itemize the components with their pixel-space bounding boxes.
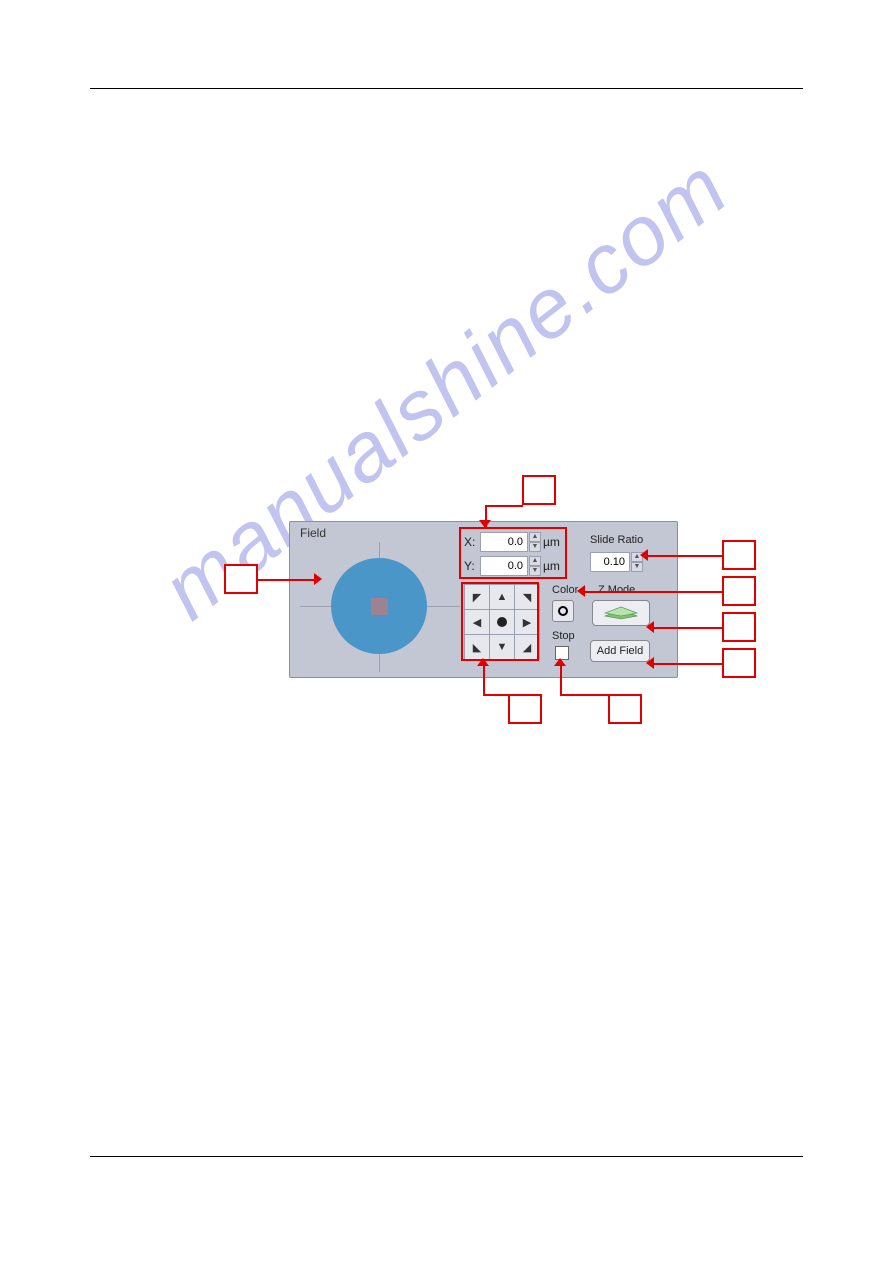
blue-link-placeholder <box>320 284 470 298</box>
add-field-label: Add Field <box>597 645 643 657</box>
zmode-label: Z Mode <box>598 584 635 596</box>
hl-arrowpad <box>461 582 539 661</box>
arrow-b2-head <box>554 658 566 666</box>
callout-r1 <box>722 540 756 570</box>
arrow-b1-v <box>483 663 485 694</box>
arrow-top-h <box>485 505 523 507</box>
add-field-button[interactable]: Add Field <box>590 640 650 662</box>
page-rule-top <box>90 88 803 89</box>
slide-ratio-label: Slide Ratio <box>590 534 643 546</box>
callout-b2 <box>608 694 642 724</box>
slide-ratio-down[interactable]: ▼ <box>631 562 643 572</box>
stop-label: Stop <box>552 630 575 642</box>
callout-r4 <box>722 648 756 678</box>
arrow-left-head <box>314 573 322 585</box>
arrow-r4-h <box>652 663 722 665</box>
zmode-button[interactable] <box>592 600 650 626</box>
callout-r2 <box>722 576 756 606</box>
slide-ratio-group: ▲ ▼ <box>590 552 643 572</box>
callout-left <box>224 564 258 594</box>
callout-top <box>522 475 556 505</box>
radar-area[interactable] <box>300 542 460 672</box>
arrow-r3-head <box>646 621 654 633</box>
color-button[interactable] <box>552 600 574 622</box>
arrow-r2-head <box>577 585 585 597</box>
arrow-r1-head <box>640 549 648 561</box>
color-label: Color <box>552 584 578 596</box>
arrow-r4-head <box>646 657 654 669</box>
callout-r3 <box>722 612 756 642</box>
radar-marker <box>371 598 388 615</box>
arrow-r1-h <box>646 555 722 557</box>
page-rule-bottom <box>90 1156 803 1157</box>
arrow-b2-h <box>560 694 608 696</box>
arrow-b1-h <box>483 694 509 696</box>
callout-b1 <box>508 694 542 724</box>
zmode-icon <box>603 606 639 620</box>
field-title: Field <box>300 526 326 540</box>
arrow-top-head <box>479 520 491 528</box>
arrow-r2-h <box>583 591 722 593</box>
arrow-left-h <box>258 579 318 581</box>
arrow-b2-v <box>560 663 562 694</box>
arrow-r3-h <box>652 627 722 629</box>
slide-ratio-input[interactable] <box>590 552 630 572</box>
arrow-b1-head <box>477 658 489 666</box>
hl-coords <box>459 527 567 579</box>
color-ring-icon <box>558 606 568 616</box>
